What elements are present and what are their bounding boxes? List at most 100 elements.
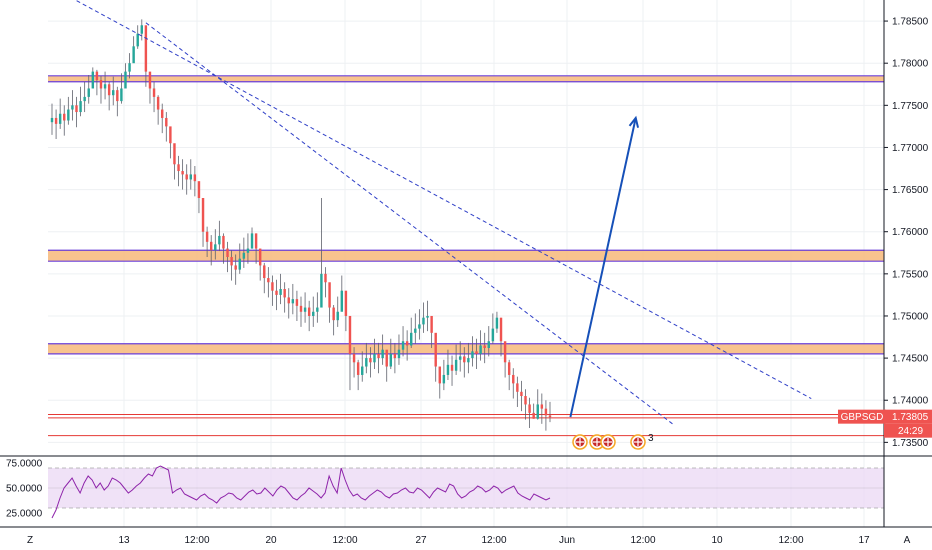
candle-body-107 [487,341,490,348]
last-price-label: 1.73805 [892,412,929,423]
time-tick-label-8: 10 [711,535,723,546]
candle-body-61 [299,305,303,312]
last-price-tag: GBPSGD 1.73805 24:29 [838,409,932,438]
candle-body-51 [258,248,262,266]
candle-body-105 [479,345,482,354]
candle-body-92 [426,315,429,318]
candle-body-118 [532,412,535,419]
candle-body-115 [520,391,523,397]
rsi-tick-label-2: 25.0000 [6,509,43,520]
price-tick-label-1: 1.78000 [892,59,929,70]
time-tick-label-3: 12:00 [332,535,357,546]
candle-body-83 [389,353,393,367]
candle-body-7 [79,101,82,113]
candle-body-110 [499,317,503,342]
price-axis-ticks: 1.78500 1.78000 1.77500 1.77000 1.76500 1.760… [884,17,929,449]
candle-body-33 [185,174,188,180]
candle-body-19 [128,63,131,72]
candle-body-72 [344,290,348,316]
rsi-band [48,468,884,508]
candle-body-75 [356,362,360,375]
time-tick-label-2: 20 [265,535,277,546]
time-tick-label-6: Jun [559,535,575,546]
candle-body-1 [54,117,58,124]
candle-body-9 [87,88,90,97]
candle-body-67 [324,273,327,283]
price-zone-0 [48,75,884,82]
candle-body-22 [140,25,144,34]
candle-body-20 [132,46,135,64]
projection-arrow-head [628,115,640,128]
price-tick-label-0: 1.78500 [892,17,929,28]
candle-body-94 [434,332,437,367]
candle-body-69 [332,307,335,321]
candle-body-18 [124,71,127,89]
chart-grid [48,0,884,527]
price-tick-label-4: 1.76500 [892,185,929,196]
candle-body-84 [393,353,397,359]
candle-body-26 [156,96,160,110]
candle-body-99 [454,359,458,371]
candle-body-109 [495,317,499,329]
candle-body-14 [107,84,111,96]
candle-body-48 [246,248,250,253]
candle-body-29 [169,126,172,144]
candle-body-121 [544,408,548,416]
candle-body-70 [336,311,339,321]
timezone-corner-label[interactable]: Z [27,535,33,546]
candle-body-106 [483,345,486,348]
candle-body-93 [430,315,433,333]
candle-body-113 [512,374,515,384]
candle-body-120 [540,404,544,409]
candle-body-66 [320,273,323,308]
auto-scale-button[interactable]: A [904,535,911,546]
candle-body-15 [112,90,115,96]
candle-body-89 [414,328,417,333]
candle-body-24 [148,71,152,89]
time-tick-label-9: 12:00 [778,535,803,546]
projection-arrow-shaft [569,117,637,418]
candle-body-119 [536,404,539,419]
candle-body-103 [471,351,474,359]
candle-body-73 [348,315,352,354]
candle-body-16 [116,90,119,102]
candle-body-41 [218,235,221,245]
candle-body-81 [381,349,384,359]
candle-body-116 [524,396,527,405]
candle-body-2 [58,113,62,124]
price-zone-1 [48,250,884,262]
candle-body-101 [463,356,466,363]
candle-body-12 [99,80,103,89]
countdown-label: 24:29 [898,426,923,437]
time-tick-label-4: 27 [415,535,427,546]
price-tick-label-10: 1.73500 [892,438,929,449]
time-axis-ticks: 13 12:00 20 12:00 27 12:00 Jun 12:00 10 12:00 17 [118,535,870,546]
candle-body-60 [295,299,299,306]
candle-body-53 [267,278,270,283]
price-tick-label-9: 1.74000 [892,396,929,407]
candle-body-95 [438,366,442,384]
candle-body-8 [83,96,86,102]
projection-arrow [569,115,640,418]
symbol-tag-bg [838,409,886,424]
chart-axes [0,0,932,528]
price-tick-label-2: 1.77500 [892,101,929,112]
candle-body-102 [467,358,470,363]
candle-body-30 [173,143,176,165]
candle-body-32 [181,171,184,175]
countdown-bg [884,423,932,438]
candle-body-47 [242,252,246,259]
candle-body-0 [50,117,54,123]
rsi-pane [48,465,884,519]
candle-body-50 [254,233,258,249]
time-tick-label-0: 13 [118,535,130,546]
candle-body-63 [307,307,311,316]
candle-body-5 [71,105,74,110]
price-tick-label-5: 1.76000 [892,227,929,238]
candle-body-31 [177,164,180,172]
candle-body-114 [516,383,519,392]
rsi-axis-ticks: 75.0000 50.0000 25.0000 [6,459,43,520]
candle-body-78 [369,358,372,363]
